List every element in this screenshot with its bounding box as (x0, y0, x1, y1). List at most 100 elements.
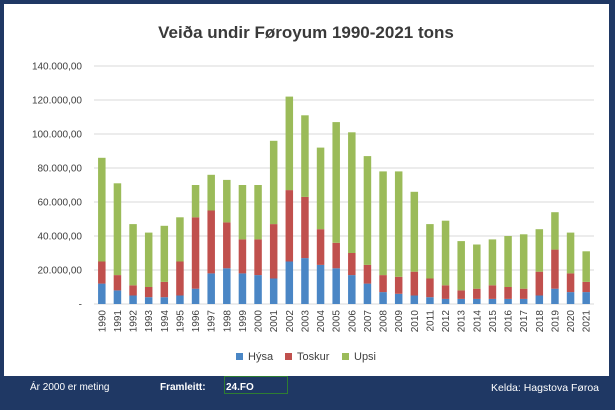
bars (98, 96, 590, 304)
bar-upsi-1993 (144, 232, 153, 287)
bar-toskur-2019 (551, 249, 559, 289)
x-tick-label: 2008 (379, 310, 390, 333)
bar-hýsa-1999 (238, 273, 247, 304)
x-tick-label: 2018 (535, 310, 546, 333)
bar-hýsa-1993 (144, 297, 153, 304)
bar-hýsa-2015 (488, 298, 497, 304)
made-by-label: Framleitt: (160, 382, 206, 393)
bar-hýsa-2000 (254, 275, 262, 304)
bar-hýsa-2005 (332, 268, 340, 304)
bar-upsi-2020 (566, 232, 575, 274)
x-tick-label: 2009 (394, 310, 405, 333)
bar-hýsa-2004 (316, 264, 325, 304)
x-tick-label: 1996 (191, 310, 202, 333)
y-tick-label: 40.000,00 (38, 232, 83, 243)
bar-toskur-2005 (332, 242, 340, 269)
bar-hýsa-2002 (285, 261, 294, 304)
bar-upsi-2015 (488, 239, 497, 286)
bar-toskur-2009 (394, 276, 403, 294)
stacked-bar-chart: Veiða undir Føroyum 1990-2021 tons - 20.0… (32, 23, 594, 363)
x-tick-label: 2019 (550, 310, 561, 333)
legend-label-toskur: Toskur (297, 351, 330, 363)
bar-upsi-1998 (223, 179, 231, 223)
bar-upsi-2010 (410, 191, 419, 272)
y-tick-label: 120.000,00 (32, 96, 82, 107)
bar-upsi-2014 (473, 244, 481, 289)
bar-upsi-1994 (160, 225, 169, 282)
x-axis-ticks: 1990 1991 1992 1993 1994 1995 1996 1997 1998 1999… (97, 310, 592, 333)
source-credit: Kelda: Hagstova Føroa (491, 382, 599, 394)
bar-upsi-1995 (176, 217, 184, 262)
bar-upsi-1996 (191, 185, 200, 218)
x-tick-label: 2011 (425, 310, 436, 332)
y-tick-label: 80.000,00 (38, 164, 83, 175)
y-tick-label: 20.000,00 (38, 266, 83, 277)
x-tick-label: 2010 (410, 310, 421, 333)
bar-upsi-1991 (113, 183, 122, 276)
x-tick-label: 1998 (222, 310, 233, 333)
bar-toskur-2020 (566, 273, 575, 293)
bar-toskur-1991 (113, 275, 122, 291)
bar-upsi-1992 (129, 224, 137, 286)
x-tick-label: 2020 (566, 310, 577, 333)
x-tick-label: 2000 (254, 310, 265, 333)
bar-hýsa-1992 (129, 295, 137, 304)
x-tick-label: 1997 (207, 310, 218, 333)
bar-hýsa-2008 (379, 292, 387, 304)
bar-toskur-2000 (254, 239, 262, 276)
x-tick-label: 2006 (347, 310, 358, 333)
bar-toskur-2002 (285, 190, 294, 262)
bar-hýsa-1990 (98, 283, 106, 304)
chart-card: Veiða undir Føroyum 1990-2021 tons - 20.0… (4, 4, 609, 376)
bar-toskur-2001 (269, 224, 278, 279)
bar-toskur-1993 (144, 287, 153, 298)
x-tick-label: 2007 (363, 310, 374, 333)
gridlines (94, 65, 594, 305)
x-tick-label: 1995 (175, 310, 186, 333)
bar-hýsa-2006 (348, 275, 356, 304)
x-tick-label: 2015 (488, 310, 499, 333)
bar-hýsa-2019 (551, 288, 559, 304)
bar-hýsa-2018 (535, 295, 544, 304)
bar-hýsa-1994 (160, 297, 169, 304)
legend-label-upsi: Upsi (354, 351, 376, 363)
bar-upsi-2002 (285, 96, 294, 191)
selected-cell-outline[interactable] (224, 376, 288, 394)
bar-hýsa-2009 (394, 293, 403, 304)
bar-toskur-1992 (129, 285, 137, 296)
bar-toskur-2007 (363, 264, 372, 284)
legend-swatch-toskur (285, 353, 292, 360)
x-tick-label: 2014 (472, 310, 483, 333)
x-tick-label: 2021 (582, 310, 593, 333)
bar-hýsa-1991 (113, 290, 122, 304)
bar-toskur-2016 (504, 287, 512, 299)
bar-hýsa-2016 (504, 298, 512, 304)
x-tick-label: 2012 (441, 310, 452, 333)
bar-hýsa-2014 (473, 298, 481, 304)
bar-upsi-2003 (301, 115, 309, 197)
bar-hýsa-1995 (176, 295, 184, 304)
chart-title: Veiða undir Føroyum 1990-2021 tons (158, 23, 454, 42)
bar-toskur-2015 (488, 285, 497, 299)
bar-upsi-2006 (348, 132, 356, 253)
bar-toskur-1994 (160, 281, 169, 298)
bar-upsi-2008 (379, 171, 387, 276)
bar-toskur-1995 (176, 261, 184, 296)
y-tick-label: 140.000,00 (32, 62, 82, 73)
bar-toskur-1996 (191, 217, 200, 289)
x-tick-label: 2004 (316, 310, 327, 333)
x-tick-label: 2002 (285, 310, 296, 333)
bar-toskur-1990 (98, 261, 106, 284)
bar-upsi-2009 (394, 171, 403, 277)
legend-swatch-hýsa (236, 353, 243, 360)
bar-hýsa-2007 (363, 283, 372, 304)
bar-toskur-2008 (379, 275, 387, 293)
x-tick-label: 1993 (144, 310, 155, 333)
bar-toskur-2021 (582, 281, 590, 293)
x-tick-label: 2001 (269, 310, 280, 333)
x-tick-label: 2013 (457, 310, 468, 333)
bar-hýsa-2012 (441, 298, 450, 304)
bar-toskur-2004 (316, 229, 325, 265)
bar-hýsa-2017 (519, 298, 528, 304)
x-tick-label: 1992 (129, 310, 140, 333)
